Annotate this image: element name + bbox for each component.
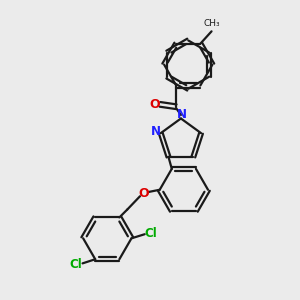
Text: Cl: Cl	[144, 226, 157, 239]
Text: CH₃: CH₃	[204, 19, 220, 28]
Text: N: N	[151, 125, 160, 138]
Text: O: O	[138, 187, 149, 200]
Text: N: N	[176, 109, 187, 122]
Text: Cl: Cl	[70, 258, 83, 271]
Text: O: O	[149, 98, 160, 111]
